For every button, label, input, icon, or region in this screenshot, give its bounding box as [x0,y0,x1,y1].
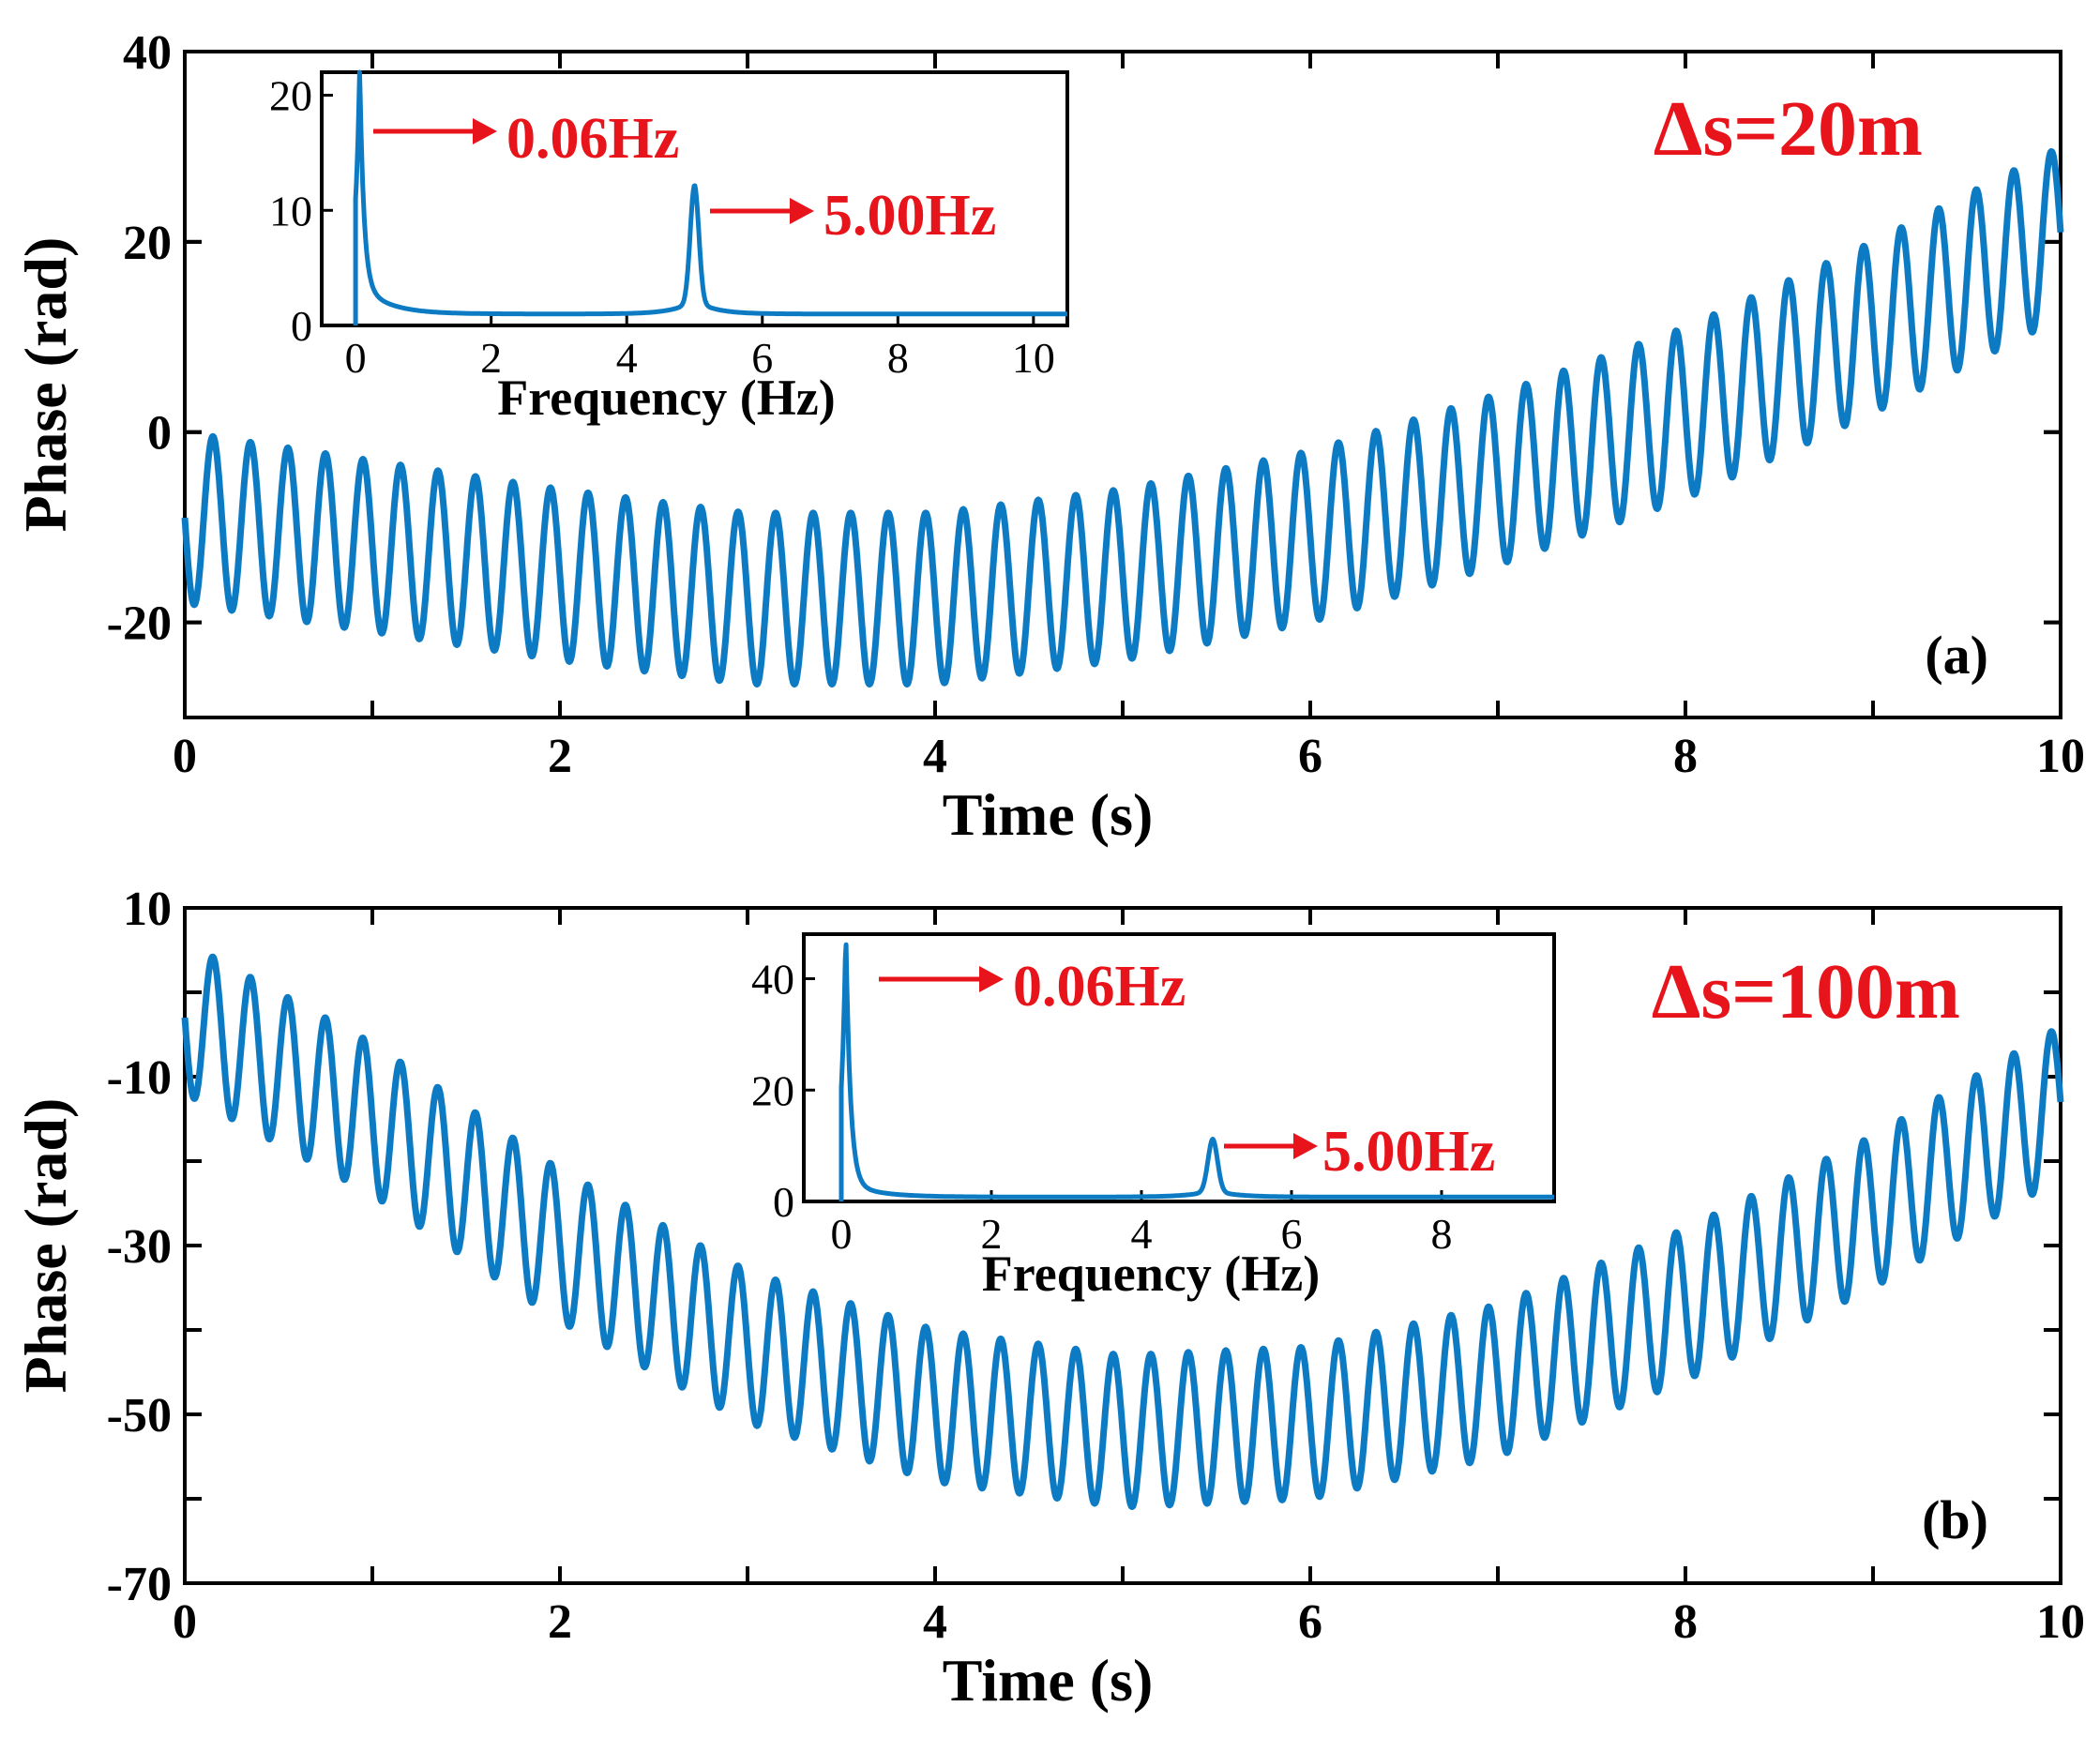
inset-x-axis-title: Frequency (Hz) [982,1246,1320,1302]
peak-arrow-head [1293,1133,1318,1159]
spectrum-line [838,942,1556,1201]
inset-spectrum: 0 2 4 6 8 10 0 10 20 Frequency (Hz) 0.06Hz 5.00Hz [269,69,1069,426]
y-tick-label: 10 [123,883,172,936]
peak-arrow-head [790,198,814,224]
peak-label: 5.00Hz [1322,1120,1495,1184]
y-axis-title: Phase (rad) [12,237,79,533]
x-tick-label: 4 [923,730,947,783]
x-tick-label: 10 [2036,730,2085,783]
inset-spectrum: 0 2 4 6 8 0 20 40 Frequency (Hz) 0.06Hz 5.00Hz [751,932,1556,1302]
delta-s-annotation: Δs=100m [1652,948,1960,1035]
panel-label: (b) [1922,1489,1988,1550]
inset-y-tick-label: 20 [269,72,312,120]
x-tick-label: 10 [2036,1595,2085,1649]
y-tick-label: -50 [107,1389,172,1442]
y-tick-label: -10 [107,1051,172,1105]
inset-y-tick-label: 40 [751,956,794,1004]
x-tick-label: 2 [548,1595,572,1649]
inset-x-tick-label: 8 [887,334,909,382]
inset-y-tick-label: 10 [269,187,312,234]
inset-x-tick-label: 6 [751,334,773,382]
x-tick-label: 2 [548,730,572,783]
inset-x-tick-label: 2 [480,334,502,382]
panel-b: 0 2 4 6 8 10 -70 -50 -30 -10 10 Time (s) Phase (rad)… [12,883,2085,1714]
inset-x-tick-label: 2 [981,1210,1003,1258]
x-axis-title: Time (s) [943,781,1154,848]
inset-y-tick-label: 0 [291,302,312,350]
x-tick-label: 6 [1298,730,1322,783]
inset-y-tick-label: 20 [751,1066,794,1114]
peak-label: 5.00Hz [823,184,996,248]
inset-y-tick-label: 0 [773,1178,794,1226]
peak-arrow-head [473,118,497,144]
inset-x-axis-title: Frequency (Hz) [497,370,835,426]
x-tick-label: 6 [1298,1595,1322,1649]
x-tick-label: 8 [1673,1595,1698,1649]
spectrum-line [353,69,1069,325]
x-tick-label: 8 [1673,730,1698,783]
inset-x-tick-label: 4 [616,334,638,382]
panel-label: (a) [1925,625,1988,686]
inset-x-tick-label: 8 [1431,1210,1453,1258]
peak-arrow-head [979,966,1004,992]
x-tick-label: 0 [173,730,197,783]
y-tick-label: -30 [107,1220,172,1274]
inset-x-tick-label: 10 [1012,334,1055,382]
peak-label: 0.06Hz [506,107,679,171]
delta-s-annotation: Δs=20m [1654,85,1923,173]
inset-x-tick-label: 4 [1131,1210,1153,1258]
peak-label: 0.06Hz [1013,955,1186,1019]
phase-series-line [181,148,2064,687]
y-tick-label: 20 [123,217,172,270]
inset-x-tick-label: 0 [831,1210,853,1258]
y-tick-label: -70 [107,1558,172,1611]
x-tick-label: 4 [923,1595,947,1649]
x-axis-title: Time (s) [943,1647,1154,1714]
y-tick-label: 40 [123,26,172,80]
y-tick-label: -20 [107,597,172,651]
inset-x-tick-label: 6 [1281,1210,1303,1258]
inset-x-tick-label: 0 [345,334,367,382]
x-tick-label: 0 [173,1595,197,1649]
y-tick-label: 0 [147,407,172,461]
y-axis-title: Phase (rad) [12,1098,79,1394]
phase-series-line [181,953,2064,1510]
